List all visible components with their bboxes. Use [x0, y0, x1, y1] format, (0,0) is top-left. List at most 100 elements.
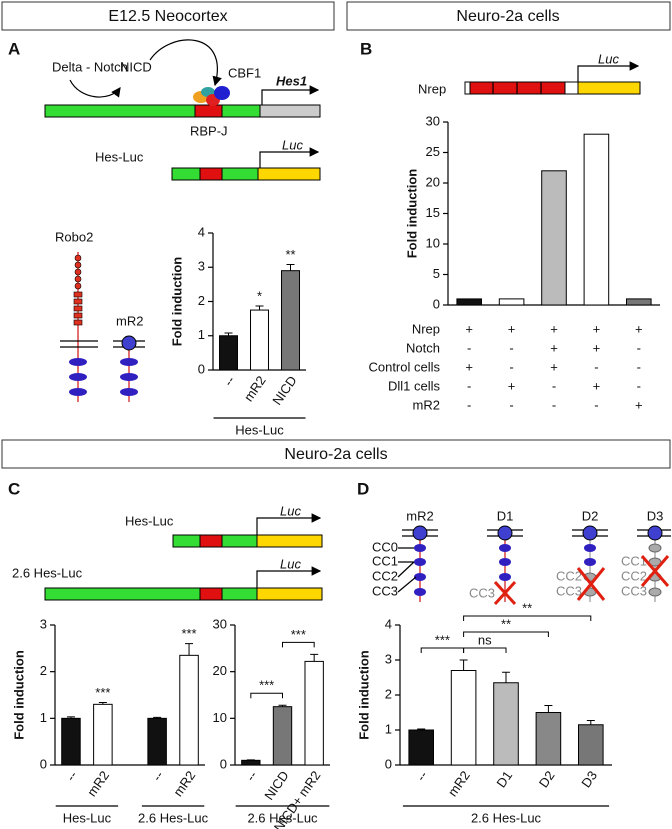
y-tick-label: 2	[198, 293, 205, 308]
y-tick-label: 1	[198, 327, 205, 342]
label: D2	[582, 508, 599, 523]
gene-bar	[256, 534, 323, 548]
y-tick-label: 3	[198, 259, 205, 274]
error-bar	[286, 264, 295, 271]
cc-domains	[69, 358, 87, 396]
table-cell: +	[635, 321, 643, 336]
y-tick-label: 20	[213, 663, 227, 678]
table-cell: -	[637, 340, 641, 355]
table-row-label: Dll1 cells	[388, 378, 441, 393]
bracket-label: ***	[435, 632, 450, 647]
deletion	[576, 567, 606, 601]
error-bar	[502, 671, 510, 683]
table-cell: -	[552, 397, 556, 412]
gene-bar	[464, 81, 471, 95]
arrow	[69, 79, 121, 98]
bar	[493, 682, 519, 766]
leader	[397, 547, 417, 593]
bracket-label: **	[522, 600, 532, 615]
label: Luc	[282, 137, 303, 152]
table-cell: -	[594, 359, 598, 374]
diagram-b: Nrep Luc	[418, 51, 641, 96]
table-cell: -	[509, 397, 513, 412]
bracket	[463, 631, 549, 637]
label: CC1	[621, 553, 647, 568]
panel-label: B	[360, 39, 372, 58]
diagram-c: Hes-Luc Luc 2.6 Hes-Luc Luc	[12, 503, 323, 601]
gene-bar	[199, 587, 223, 601]
bar	[281, 270, 300, 371]
y-tick-label: 0	[220, 756, 227, 771]
gene-bar	[199, 534, 223, 548]
header-box	[1, 1, 335, 31]
significance: ***	[95, 685, 110, 700]
construct: D3 CC1 CC2 CC3	[621, 508, 671, 602]
cc-domains	[120, 358, 138, 396]
domain	[647, 525, 663, 541]
table-cell: +	[635, 397, 643, 412]
bar	[535, 712, 562, 766]
significance: **	[285, 247, 295, 262]
table-cell: -	[467, 378, 471, 393]
label: CC0	[372, 539, 398, 554]
domain	[412, 525, 428, 541]
table-cell: +	[465, 359, 473, 374]
label: CC3	[621, 583, 647, 598]
error-bar	[224, 332, 233, 336]
error-bar	[255, 305, 264, 311]
y-tick-label: 4	[198, 224, 205, 239]
arrow	[256, 566, 322, 588]
diagram-d: mR2 CC0 CC1 CC2 CC3 D1 CC3 D2 CC2 CC3 D3	[372, 508, 671, 606]
bar	[498, 298, 525, 306]
table-cell: -	[552, 378, 556, 393]
bar	[578, 724, 604, 766]
table-cell: +	[508, 378, 516, 393]
ig-domains	[73, 254, 83, 326]
table-cell: +	[550, 321, 558, 336]
group-label: 2.6 Hes-Luc	[138, 810, 209, 825]
header: Neuro-2a cells	[456, 8, 559, 25]
bar	[583, 133, 610, 306]
table-cell: +	[508, 321, 516, 336]
bracket-label: ***	[291, 627, 306, 642]
gene-bar	[257, 167, 321, 181]
bar	[272, 706, 293, 766]
group-label: 2.6 Hes-Luc	[247, 810, 318, 825]
y-tick-label: 20	[426, 174, 440, 189]
y-tick-label: 2	[40, 663, 47, 678]
gene-bar	[44, 587, 201, 601]
label: Luc	[598, 51, 619, 66]
bar	[456, 298, 482, 306]
label: Hes1	[276, 73, 307, 88]
bar	[304, 660, 324, 766]
table-cell: -	[467, 397, 471, 412]
table-row-label: Control cells	[368, 359, 440, 374]
significance: ***	[181, 626, 196, 641]
label: Hes-Luc	[95, 149, 144, 164]
y-tick-label: 1	[40, 710, 47, 725]
arrow	[149, 39, 222, 87]
bar	[450, 670, 477, 766]
label: CC2	[372, 568, 398, 583]
significance: *	[257, 288, 262, 303]
bar	[241, 759, 261, 766]
y-tick-label: 0	[433, 296, 440, 311]
diagram-a: Delta - Notch NICD CBF1 Hes1 RBP-J Hes-L…	[44, 39, 321, 402]
gene-bar	[221, 587, 258, 601]
gene-bar	[259, 104, 321, 118]
table-cell: -	[467, 340, 471, 355]
y-tick-label: 25	[426, 144, 440, 159]
error-bar	[278, 704, 287, 707]
panel-label: A	[8, 39, 20, 58]
gene-bar	[221, 534, 258, 548]
arrow	[259, 147, 320, 168]
header: E12.5 Neocortex	[108, 8, 227, 25]
bracket	[463, 647, 507, 653]
label: Hes-Luc	[125, 513, 174, 528]
label: D1	[497, 508, 514, 523]
error-bar	[153, 716, 162, 719]
group-label: 2.6 Hes-Luc	[471, 810, 542, 825]
table-cell: +	[465, 321, 473, 336]
